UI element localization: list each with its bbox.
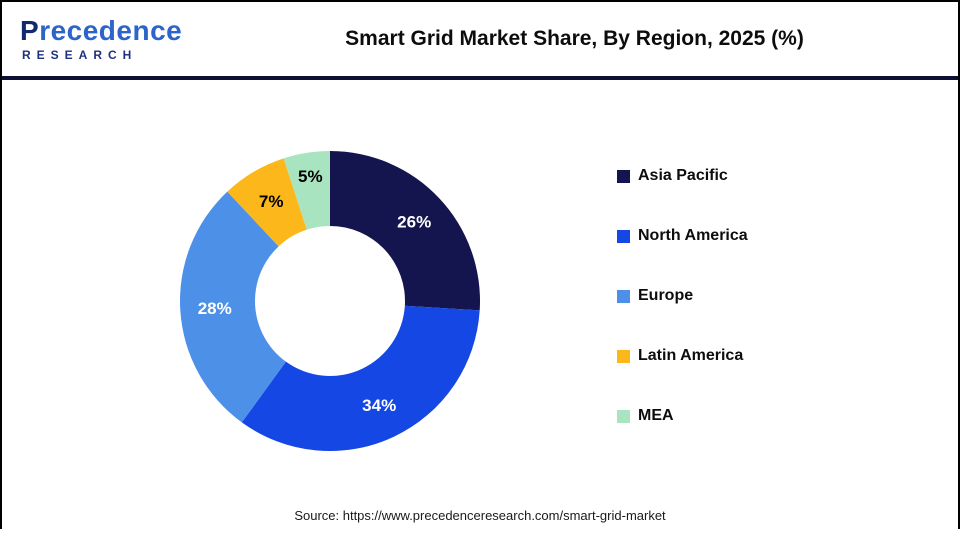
legend-label: Asia Pacific xyxy=(638,167,728,184)
legend-item-asia-pacific: Asia Pacific xyxy=(617,164,748,188)
legend-label: MEA xyxy=(638,407,674,424)
legend-label: North America xyxy=(638,227,748,244)
legend-swatch xyxy=(617,229,630,243)
chart-card: Precedence RESEARCH Smart Grid Market Sh… xyxy=(0,0,960,529)
pie-slice-europe xyxy=(180,191,286,423)
logo-wordmark: Precedence xyxy=(20,15,183,46)
donut-chart: 26% 34% 28% 7% 5% xyxy=(180,151,480,451)
logo-subtext: RESEARCH xyxy=(22,48,138,62)
legend-swatch xyxy=(617,349,630,363)
slice-label: 26% xyxy=(397,212,431,231)
slice-label: 7% xyxy=(259,192,284,211)
header: Precedence RESEARCH Smart Grid Market Sh… xyxy=(2,2,958,80)
pie-slice-north-america xyxy=(241,305,480,451)
slice-label: 28% xyxy=(198,299,232,318)
chart-area: 26% 34% 28% 7% 5% Asia Pacific North America E… xyxy=(2,80,958,525)
legend-item-mea: MEA xyxy=(617,404,748,428)
legend-label: Latin America xyxy=(638,347,744,364)
legend-swatch xyxy=(617,289,630,303)
pie-slice-latin-america xyxy=(227,158,307,247)
legend-item-latin-america: Latin America xyxy=(617,344,748,368)
legend-swatch xyxy=(617,409,630,423)
pie-slice-asia-pacific xyxy=(330,151,480,311)
slice-label: 34% xyxy=(362,396,396,415)
precedence-logo: Precedence RESEARCH xyxy=(20,15,205,62)
chart-title: Smart Grid Market Share, By Region, 2025… xyxy=(345,27,804,50)
legend-item-europe: Europe xyxy=(617,284,748,308)
legend-swatch xyxy=(617,169,630,183)
legend-label: Europe xyxy=(638,287,694,304)
legend: Asia Pacific North America Europe Latin Ame… xyxy=(617,164,748,428)
pie-slice-mea xyxy=(283,151,330,230)
slice-label: 5% xyxy=(298,167,323,186)
legend-item-north-america: North America xyxy=(617,224,748,248)
source-citation: Source: https://www.precedenceresearch.c… xyxy=(294,508,666,523)
